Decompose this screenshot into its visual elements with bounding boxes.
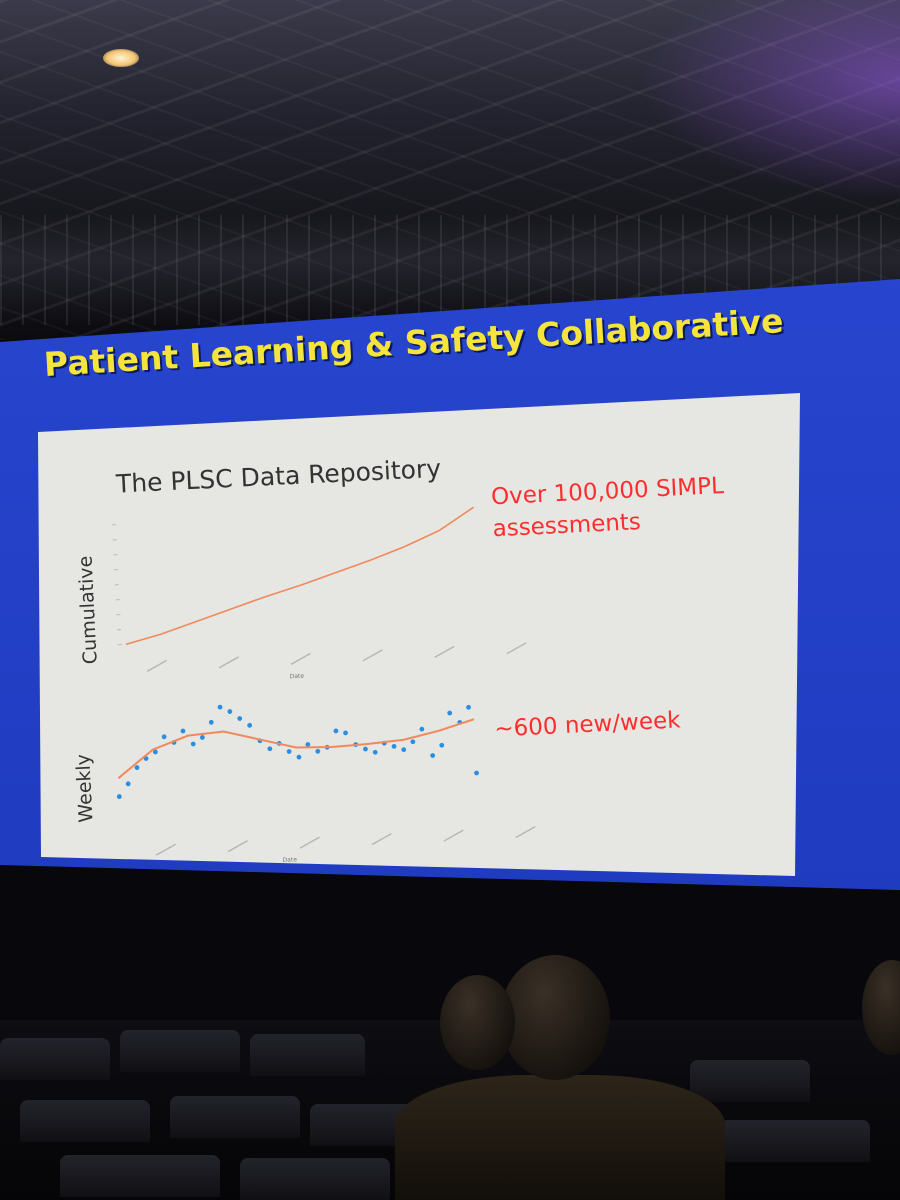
cumulative-ylabel: Cumulative	[74, 555, 101, 664]
cumulative-x-ticks	[146, 642, 527, 672]
weekly-point	[237, 716, 243, 721]
weekly-point	[466, 704, 471, 710]
seat	[120, 1030, 240, 1072]
x-tick-mark	[371, 833, 392, 846]
x-tick-mark	[155, 843, 177, 856]
x-tick-mark	[299, 836, 320, 849]
weekly-point	[430, 753, 436, 758]
weekly-point	[305, 742, 311, 747]
weekly-point	[333, 728, 339, 734]
weekly-point	[410, 739, 416, 745]
x-tick-mark	[506, 642, 527, 655]
x-tick-mark	[218, 656, 239, 669]
weekly-point	[419, 726, 425, 732]
weekly-point	[267, 746, 273, 752]
seat	[170, 1096, 300, 1138]
weekly-point	[125, 781, 131, 787]
x-tick-mark	[443, 829, 464, 842]
x-tick-mark	[227, 840, 248, 853]
chart-title: The PLSC Data Repository	[114, 454, 442, 499]
ceiling-glow	[640, 0, 900, 200]
seat	[60, 1155, 220, 1197]
weekly-trend-line	[117, 718, 475, 779]
weekly-point	[180, 728, 186, 734]
weekly-point	[391, 743, 397, 749]
seat	[20, 1100, 150, 1142]
weekly-point	[152, 749, 158, 755]
weekly-point	[315, 748, 321, 754]
x-tick-mark	[146, 659, 168, 672]
cumulative-y-ticks	[111, 524, 122, 646]
weekly-point	[190, 741, 196, 747]
weekly-point	[247, 722, 253, 728]
x-tick-mark	[362, 649, 383, 662]
seat	[0, 1038, 110, 1080]
weekly-point	[208, 719, 214, 725]
x-tick-mark	[434, 645, 455, 658]
weekly-point	[447, 710, 453, 716]
audience-member-head	[500, 955, 610, 1080]
weekly-point	[116, 794, 122, 799]
weekly-point	[372, 749, 378, 755]
weekly-point	[439, 742, 445, 748]
x-tick-mark	[290, 652, 311, 665]
weekly-point	[227, 709, 233, 714]
seat	[250, 1034, 365, 1076]
weekly-point	[343, 730, 348, 736]
ceiling-light	[103, 49, 139, 67]
cumulative-xlabel: Date	[289, 673, 304, 681]
weekly-point	[401, 747, 407, 753]
weekly-point	[161, 734, 167, 740]
seat	[720, 1120, 870, 1162]
annotation-total-line2: assessments	[492, 509, 641, 542]
weekly-point	[474, 770, 479, 776]
weekly-point	[286, 749, 292, 754]
annotation-weekly: ~600 new/week	[494, 707, 682, 742]
audience-member-shoulders	[395, 1075, 725, 1200]
weekly-x-ticks	[155, 825, 536, 856]
x-tick-mark	[515, 825, 536, 839]
weekly-xlabel: Date	[282, 856, 297, 864]
weekly-point	[217, 704, 223, 710]
audience-member-head	[440, 975, 515, 1070]
weekly-ylabel: Weekly	[72, 753, 97, 823]
seat	[240, 1158, 390, 1200]
weekly-point	[363, 746, 368, 752]
weekly-point	[134, 765, 140, 770]
cumulative-line	[125, 506, 475, 646]
annotation-total-line1: Over 100,000 SIMPL	[490, 473, 724, 510]
weekly-points	[116, 704, 479, 799]
weekly-point	[296, 754, 302, 760]
weekly-point	[200, 735, 205, 740]
audience-area	[0, 1020, 900, 1200]
seat	[690, 1060, 810, 1102]
